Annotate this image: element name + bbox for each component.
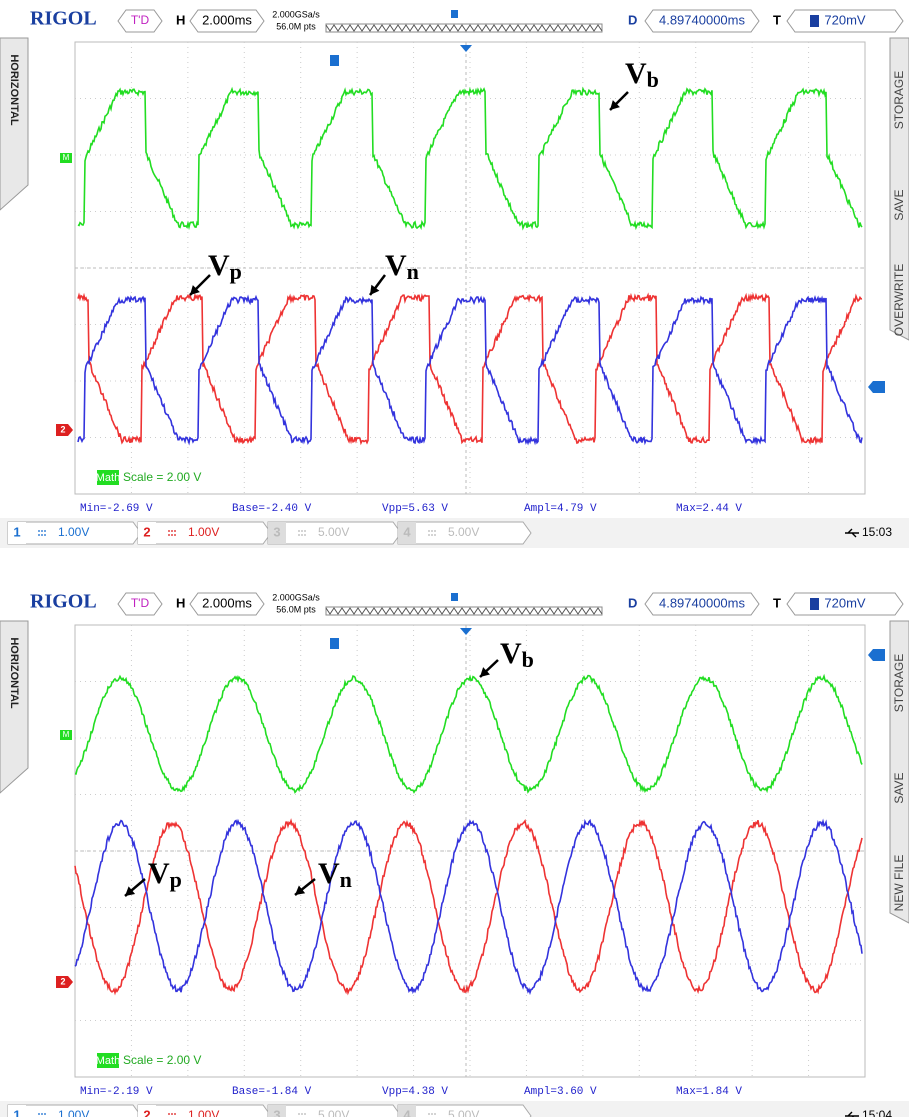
memory: 56.0M pts bbox=[276, 604, 316, 614]
channel-number: 2 bbox=[143, 524, 150, 539]
channel-number: 2 bbox=[143, 1107, 150, 1117]
channel-number: 1 bbox=[13, 1107, 20, 1117]
channel-number: 4 bbox=[403, 524, 411, 539]
ch1-trigger-marker bbox=[868, 381, 885, 393]
channel-setting: 5.00V bbox=[318, 1108, 349, 1117]
timebase: 2.000ms bbox=[202, 12, 252, 27]
measurement: Vpp=4.38 V bbox=[382, 1086, 448, 1098]
d-label: D bbox=[628, 595, 637, 610]
channel-number: 3 bbox=[273, 524, 280, 539]
channel-setting: 1.00V bbox=[188, 525, 219, 539]
trigger-marker bbox=[330, 638, 339, 649]
trigger-level: 720mV bbox=[824, 595, 866, 610]
measurement: Ampl=4.79 V bbox=[524, 503, 597, 515]
annotation-subscript: n bbox=[407, 259, 419, 284]
trigger-ch-icon bbox=[810, 598, 819, 610]
trigger-mode: T'D bbox=[131, 596, 150, 610]
channel-setting: 5.00V bbox=[448, 525, 479, 539]
ch1-trigger-marker bbox=[868, 649, 885, 661]
t-label: T bbox=[773, 595, 781, 610]
measurement: Max=1.84 V bbox=[676, 1086, 742, 1098]
channel-setting: 1.00V bbox=[58, 525, 89, 539]
trigger-marker bbox=[330, 55, 339, 66]
right-tab-label: STORAGE bbox=[892, 654, 906, 712]
annotation-subscript: p bbox=[230, 259, 242, 284]
right-tab-label: NEW FILE bbox=[892, 855, 906, 912]
delay: 4.89740000ms bbox=[659, 12, 746, 27]
annotation-subscript: p bbox=[170, 867, 182, 892]
d-label: D bbox=[628, 12, 637, 27]
annotation-symbol: V bbox=[385, 249, 407, 282]
channel-number: 4 bbox=[403, 1107, 411, 1117]
channel-setting: 1.00V bbox=[58, 1108, 89, 1117]
measurement: Min=-2.69 V bbox=[80, 503, 153, 515]
math-scale: Scale = 2.00 V bbox=[123, 1053, 201, 1067]
clock: 15:03 bbox=[862, 525, 892, 539]
annotation-symbol: V bbox=[318, 857, 340, 890]
math-label: Math bbox=[96, 1055, 120, 1067]
screenshot: RIGOL T'D H 2.000ms 2.000GSa/s 56.0M pts D 4.89… bbox=[0, 0, 909, 1117]
channel-number: 1 bbox=[13, 524, 20, 539]
brand: RIGOL bbox=[30, 591, 97, 613]
scope-panel: RIGOL T'D H 2.000ms 2.000GSa/s 56.0M pts D 4.89… bbox=[0, 8, 909, 548]
annotation-symbol: V bbox=[500, 637, 522, 670]
channel-setting: 1.00V bbox=[188, 1108, 219, 1117]
right-tab-label: SAVE bbox=[892, 189, 906, 220]
channel-setting: 5.00V bbox=[318, 525, 349, 539]
ch2-marker: 2 bbox=[60, 424, 65, 434]
memory: 56.0M pts bbox=[276, 21, 316, 31]
h-label: H bbox=[176, 595, 185, 610]
timebase: 2.000ms bbox=[202, 595, 252, 610]
trigger-ch-icon bbox=[810, 15, 819, 27]
memory-pointer bbox=[451, 10, 458, 18]
annotation-symbol: V bbox=[625, 57, 647, 90]
trigger-level: 720mV bbox=[824, 12, 866, 27]
measurement: Max=2.44 V bbox=[676, 503, 742, 515]
math-marker: M bbox=[63, 730, 70, 739]
right-tab-label: STORAGE bbox=[892, 71, 906, 129]
sample-rate: 2.000GSa/s bbox=[272, 9, 320, 19]
annotation-subscript: n bbox=[340, 867, 352, 892]
math-scale: Scale = 2.00 V bbox=[123, 470, 201, 484]
right-tab-label: SAVE bbox=[892, 772, 906, 803]
brand: RIGOL bbox=[30, 8, 97, 30]
t-label: T bbox=[773, 12, 781, 27]
delay: 4.89740000ms bbox=[659, 595, 746, 610]
measurement: Vpp=5.63 V bbox=[382, 503, 448, 515]
math-label: Math bbox=[96, 472, 120, 484]
measurement: Min=-2.19 V bbox=[80, 1086, 153, 1098]
annotation-symbol: V bbox=[148, 857, 170, 890]
annotation-subscript: b bbox=[647, 67, 659, 92]
right-tab-label: OVERWRITE bbox=[892, 264, 906, 336]
scope-panel: RIGOL T'D H 2.000ms 2.000GSa/s 56.0M pts D 4.89… bbox=[0, 591, 909, 1117]
h-label: H bbox=[176, 12, 185, 27]
ch2-marker: 2 bbox=[60, 976, 65, 986]
left-tab-label: HORIZONTAL bbox=[8, 54, 20, 126]
trigger-mode: T'D bbox=[131, 13, 150, 27]
measurement: Ampl=3.60 V bbox=[524, 1086, 597, 1098]
memory-pointer bbox=[451, 593, 458, 601]
channel-setting: 5.00V bbox=[448, 1108, 479, 1117]
page: {"panels": [ {"brand": "RIGOL", "trigger… bbox=[0, 0, 909, 1117]
left-tab-label: HORIZONTAL bbox=[8, 637, 20, 709]
math-marker: M bbox=[63, 153, 70, 162]
annotation-symbol: V bbox=[208, 249, 230, 282]
channel-number: 3 bbox=[273, 1107, 280, 1117]
measurement: Base=-2.40 V bbox=[232, 503, 312, 515]
measurement: Base=-1.84 V bbox=[232, 1086, 312, 1098]
clock: 15:04 bbox=[862, 1108, 892, 1117]
annotation-subscript: b bbox=[522, 647, 534, 672]
sample-rate: 2.000GSa/s bbox=[272, 592, 320, 602]
